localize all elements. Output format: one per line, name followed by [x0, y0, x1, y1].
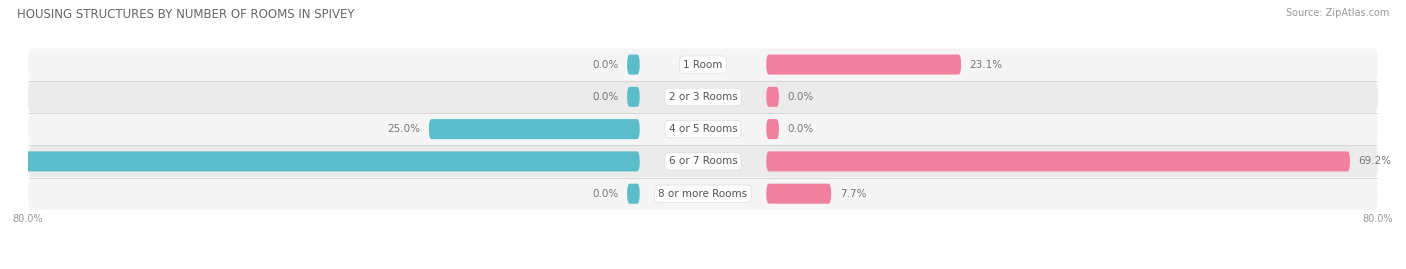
Text: 25.0%: 25.0%: [388, 124, 420, 134]
FancyBboxPatch shape: [7, 151, 640, 171]
Text: 8 or more Rooms: 8 or more Rooms: [658, 189, 748, 199]
Text: 6 or 7 Rooms: 6 or 7 Rooms: [669, 156, 737, 167]
FancyBboxPatch shape: [766, 151, 1350, 171]
Text: 2 or 3 Rooms: 2 or 3 Rooms: [669, 92, 737, 102]
Text: 7.7%: 7.7%: [839, 189, 866, 199]
FancyBboxPatch shape: [28, 48, 1378, 81]
Text: 4 or 5 Rooms: 4 or 5 Rooms: [669, 124, 737, 134]
Text: 23.1%: 23.1%: [970, 59, 1002, 70]
Text: 0.0%: 0.0%: [787, 124, 814, 134]
Text: Source: ZipAtlas.com: Source: ZipAtlas.com: [1285, 8, 1389, 18]
FancyBboxPatch shape: [28, 113, 1378, 145]
FancyBboxPatch shape: [28, 81, 1378, 113]
Text: 0.0%: 0.0%: [592, 189, 619, 199]
FancyBboxPatch shape: [766, 87, 779, 107]
FancyBboxPatch shape: [627, 87, 640, 107]
Text: HOUSING STRUCTURES BY NUMBER OF ROOMS IN SPIVEY: HOUSING STRUCTURES BY NUMBER OF ROOMS IN…: [17, 8, 354, 21]
FancyBboxPatch shape: [766, 184, 831, 204]
Text: 0.0%: 0.0%: [787, 92, 814, 102]
Text: 0.0%: 0.0%: [592, 92, 619, 102]
FancyBboxPatch shape: [627, 184, 640, 204]
FancyBboxPatch shape: [28, 145, 1378, 178]
FancyBboxPatch shape: [28, 178, 1378, 210]
FancyBboxPatch shape: [429, 119, 640, 139]
Text: 1 Room: 1 Room: [683, 59, 723, 70]
Text: 0.0%: 0.0%: [592, 59, 619, 70]
FancyBboxPatch shape: [766, 119, 779, 139]
Text: 69.2%: 69.2%: [1358, 156, 1392, 167]
FancyBboxPatch shape: [766, 55, 962, 75]
FancyBboxPatch shape: [627, 55, 640, 75]
